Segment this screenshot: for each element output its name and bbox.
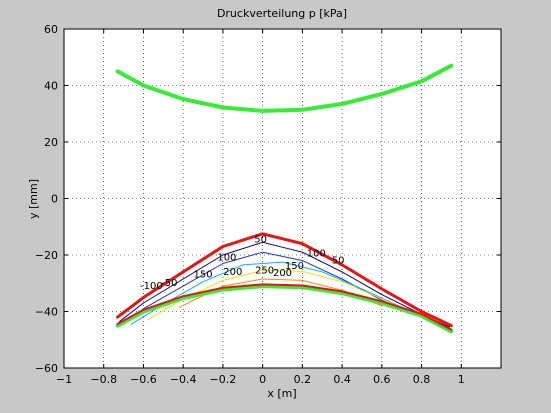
x-tick-label: 1 — [458, 373, 465, 386]
x-tick-label: −1 — [56, 373, 72, 386]
x-tick-label: 0.4 — [333, 373, 351, 386]
contour-label: 100 — [307, 248, 326, 259]
x-tick-label: −0.2 — [210, 373, 237, 386]
data-series — [115, 63, 454, 334]
contour-label: 150 — [285, 261, 304, 272]
x-tick-label: 0 — [259, 373, 266, 386]
series-line — [115, 63, 454, 113]
contour-label: -100 — [140, 281, 163, 292]
x-tick-label: −0.8 — [90, 373, 117, 386]
y-ticks: −60 −40 −20 0 20 40 60 — [35, 23, 501, 375]
y-tick-label: 60 — [44, 23, 58, 36]
x-axis-label: x [m] — [267, 387, 296, 400]
y-axis-label: y [mm] — [27, 179, 40, 219]
contour-label: 200 — [223, 267, 242, 278]
chart-title: Druckverteilung p [kPa] — [217, 7, 347, 20]
contour-label: 250 — [255, 265, 274, 276]
contour-label: 150 — [193, 270, 212, 281]
series-line — [116, 283, 453, 331]
y-tick-label: −20 — [35, 249, 58, 262]
series-line — [131, 261, 438, 327]
contour-label: -50 — [161, 278, 177, 289]
series-line — [116, 232, 453, 328]
x-tick-label: 0.6 — [373, 373, 391, 386]
y-tick-label: 0 — [51, 193, 58, 206]
contour-label: 200 — [273, 268, 292, 279]
x-tick-label: −0.4 — [170, 373, 197, 386]
y-tick-label: 40 — [44, 80, 58, 93]
y-tick-label: 20 — [44, 136, 58, 149]
y-tick-label: −60 — [35, 362, 58, 375]
series-line — [115, 284, 454, 334]
contour-label: 100 — [217, 253, 236, 264]
contour-label: 50 — [254, 234, 267, 245]
series-line — [119, 241, 450, 328]
x-ticks: −1 −0.8 −0.6 −0.4 −0.2 0 0.2 0.4 0.6 0.8 1 — [56, 29, 465, 386]
contour-label: 50 — [332, 255, 345, 266]
y-tick-label: −40 — [35, 306, 58, 319]
x-tick-label: 0.8 — [413, 373, 431, 386]
x-tick-label: 0.2 — [294, 373, 312, 386]
x-tick-label: −0.6 — [130, 373, 157, 386]
